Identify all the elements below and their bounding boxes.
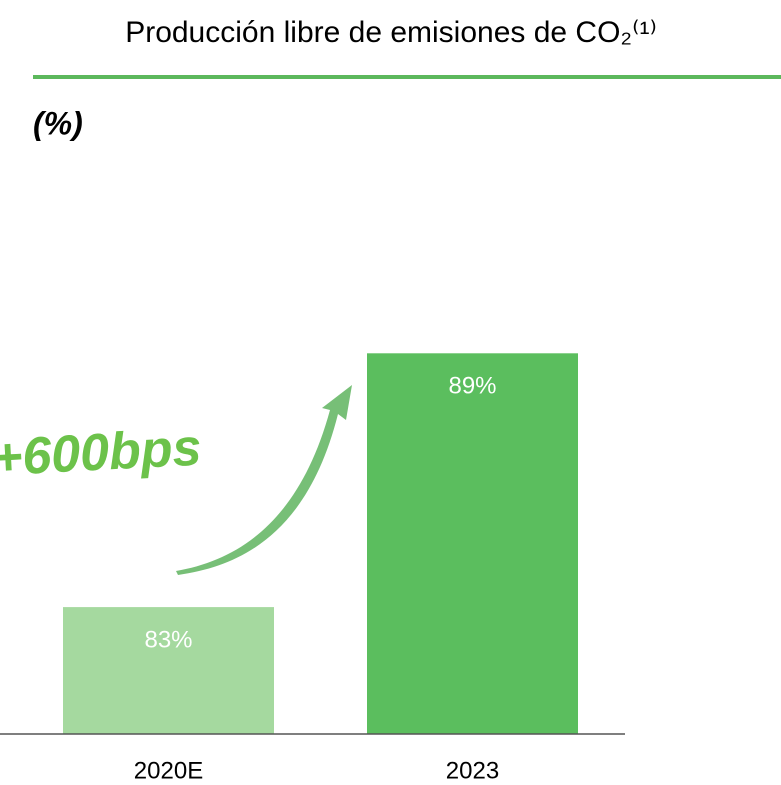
growth-arrow — [176, 385, 352, 575]
x-tick-label: 2020E — [134, 757, 203, 784]
bar — [367, 353, 578, 734]
unit-label: (%) — [33, 105, 83, 141]
value-label: 83% — [144, 626, 192, 653]
chart-title: Producción libre de emisiones de CO₂⁽¹⁾ — [125, 16, 657, 49]
value-label: 89% — [448, 373, 496, 400]
annotation: +600bps — [0, 419, 203, 488]
bar — [63, 607, 274, 734]
x-tick-label: 2023 — [446, 757, 499, 784]
